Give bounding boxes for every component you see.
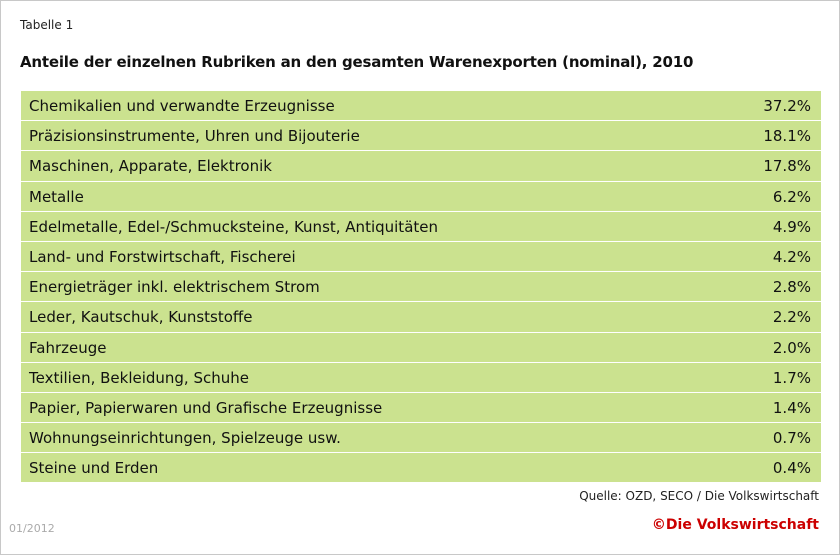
table-row: Chemikalien und verwandte Erzeugnisse 37.… — [21, 91, 821, 122]
category-cell: Metalle — [29, 187, 84, 206]
value-cell: 6.2% — [772, 187, 811, 206]
value-cell: 0.4% — [772, 459, 811, 478]
table-row: Maschinen, Apparate, Elektronik 17.8% — [21, 151, 821, 182]
category-cell: Maschinen, Apparate, Elektronik — [29, 157, 272, 176]
category-cell: Papier, Papierwaren und Grafische Erzeug… — [29, 398, 383, 417]
copyright: ©Die Volkswirtschaft — [651, 517, 819, 533]
value-cell: 2.8% — [772, 278, 811, 297]
value-cell: 1.7% — [772, 368, 811, 387]
category-cell: Chemikalien und verwandte Erzeugnisse — [29, 97, 335, 115]
value-cell: 1.4% — [772, 398, 811, 417]
table-row: Steine und Erden 0.4% — [21, 453, 821, 482]
category-cell: Energieträger inkl. elektrischem Strom — [29, 278, 320, 297]
table-row: Fahrzeuge 2.0% — [21, 333, 821, 363]
table-row: Papier, Papierwaren und Grafische Erzeug… — [21, 393, 821, 424]
category-cell: Edelmetalle, Edel-/Schmucksteine, Kunst,… — [29, 217, 438, 236]
value-cell: 2.2% — [772, 308, 811, 327]
category-cell: Fahrzeuge — [29, 338, 107, 357]
table-row: Textilien, Bekleidung, Schuhe 1.7% — [21, 363, 821, 393]
table-label: Tabelle 1 — [20, 18, 74, 32]
category-cell: Textilien, Bekleidung, Schuhe — [29, 368, 249, 387]
date: 01/2012 — [9, 522, 55, 535]
value-cell: 4.9% — [772, 217, 811, 236]
value-cell: 37.2% — [763, 97, 811, 115]
category-cell: Steine und Erden — [29, 459, 159, 478]
table-row: Wohnungseinrichtungen, Spielzeuge usw. 0.… — [21, 423, 821, 454]
table-row: Leder, Kautschuk, Kunststoffe 2.2% — [21, 302, 821, 333]
table-title: Anteile der einzelnen Rubriken an den ge… — [20, 53, 694, 71]
value-cell: 4.2% — [772, 247, 811, 266]
category-cell: Land- und Forstwirtschaft, Fischerei — [29, 247, 296, 266]
table-row: Metalle 6.2% — [21, 182, 821, 212]
value-cell: 0.7% — [772, 429, 811, 448]
value-cell: 18.1% — [763, 127, 811, 146]
table: Chemikalien und verwandte Erzeugnisse 37.… — [21, 91, 821, 483]
value-cell: 2.0% — [772, 338, 811, 357]
table-row: Land- und Forstwirtschaft, Fischerei 4.2% — [21, 242, 821, 273]
category-cell: Wohnungseinrichtungen, Spielzeuge usw. — [29, 429, 341, 448]
table-row: Energieträger inkl. elektrischem Strom 2.… — [21, 272, 821, 303]
category-cell: Leder, Kautschuk, Kunststoffe — [29, 308, 253, 327]
source: Quelle: OZD, SECO / Die Volkswirtschaft — [579, 489, 819, 503]
table-row: Präzisionsinstrumente, Uhren und Bijoute… — [21, 121, 821, 152]
table-row: Edelmetalle, Edel-/Schmucksteine, Kunst,… — [21, 212, 821, 242]
category-cell: Präzisionsinstrumente, Uhren und Bijoute… — [29, 127, 360, 146]
value-cell: 17.8% — [763, 157, 811, 176]
